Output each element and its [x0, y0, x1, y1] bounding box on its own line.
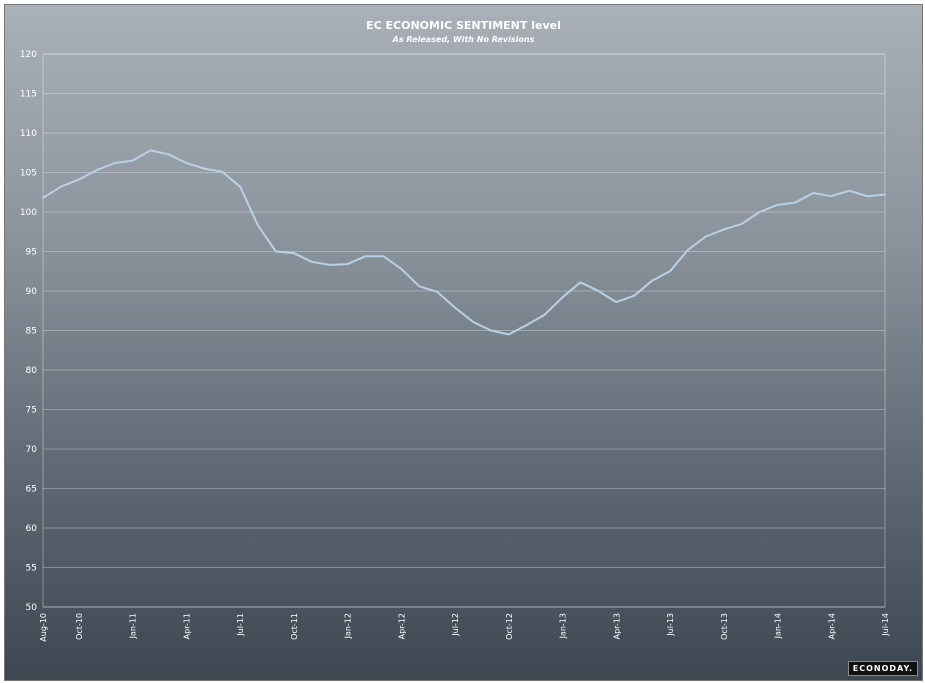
y-tick-label: 100	[20, 208, 37, 218]
x-tick-label: Jan-11	[129, 613, 138, 639]
data-point	[525, 324, 528, 326]
data-point	[60, 185, 62, 188]
x-tick-label: Oct-12	[505, 613, 514, 640]
data-point	[346, 263, 349, 265]
data-point	[776, 204, 779, 206]
data-point	[705, 235, 707, 238]
y-tick-label: 65	[26, 485, 37, 495]
data-point	[400, 268, 403, 270]
data-point	[543, 313, 546, 316]
data-point	[561, 296, 564, 299]
data-point	[185, 162, 188, 164]
x-tick-label: Jan-14	[774, 613, 783, 639]
y-tick-label: 75	[26, 406, 37, 416]
data-point	[239, 185, 241, 188]
x-tick-label: Jul-12	[451, 613, 460, 637]
x-tick-label: Oct-11	[290, 613, 299, 640]
y-tick-label: 70	[26, 445, 38, 455]
x-tick-label: Jul-14	[881, 613, 890, 637]
x-tick-label: Apr-12	[397, 613, 406, 639]
y-tick-label: 105	[20, 169, 37, 179]
y-tick-label: 90	[26, 287, 38, 297]
data-point	[131, 159, 134, 162]
data-point	[436, 290, 438, 293]
data-point	[203, 167, 206, 170]
data-point	[848, 189, 850, 192]
x-tick-label: Jul-13	[666, 613, 675, 637]
data-point	[167, 153, 170, 156]
y-tick-label: 80	[26, 366, 38, 376]
data-point	[293, 252, 295, 254]
data-point	[579, 281, 582, 284]
data-point	[42, 196, 44, 199]
y-tick-label: 110	[20, 129, 37, 139]
data-point	[830, 195, 833, 197]
data-point	[597, 290, 600, 292]
y-tick-label: 55	[26, 564, 37, 574]
data-point	[651, 279, 653, 282]
econoday-logo: ECONODAY.	[847, 661, 918, 676]
data-point	[812, 192, 815, 194]
data-point	[328, 264, 331, 266]
data-point	[454, 306, 456, 309]
data-point	[669, 270, 671, 273]
data-point	[884, 193, 886, 196]
data-point	[275, 250, 277, 253]
data-point	[794, 201, 797, 204]
x-tick-label: Oct-13	[720, 613, 729, 640]
y-tick-label: 120	[20, 50, 37, 60]
y-tick-label: 85	[26, 327, 37, 337]
data-point	[740, 223, 743, 225]
x-tick-label: Apr-14	[827, 613, 836, 639]
data-point	[633, 294, 635, 297]
data-point	[507, 333, 510, 336]
data-point	[866, 195, 868, 197]
chart-title: EC ECONOMIC SENTIMENT level	[366, 19, 561, 32]
line-chart: 50 55 60 65 70 75 80 85 90 95 100 105 110 115 120 Aug-1…	[20, 50, 890, 642]
data-point	[472, 321, 474, 323]
x-tick-label: Apr-11	[182, 613, 191, 639]
chart-subtitle: As Released, With No Revisions	[392, 35, 535, 44]
data-point	[78, 178, 80, 181]
data-point	[382, 255, 385, 258]
data-point	[149, 149, 152, 152]
data-point	[615, 301, 618, 303]
y-tick-label: 95	[26, 248, 37, 258]
data-point	[221, 170, 223, 173]
y-tick-label: 50	[26, 603, 38, 613]
data-point	[758, 211, 761, 213]
data-point	[418, 285, 421, 288]
x-tick-label: Aug-10	[39, 613, 48, 642]
x-tick-label: Jan-13	[559, 613, 568, 639]
data-point	[687, 249, 689, 251]
y-tick-label: 60	[26, 524, 38, 534]
data-point	[722, 228, 725, 231]
plot-area	[42, 53, 886, 608]
data-point	[113, 162, 116, 164]
x-tick-label: Jan-12	[344, 613, 353, 639]
data-point	[490, 329, 492, 332]
data-point	[95, 169, 98, 171]
x-tick-label: Apr-13	[612, 613, 621, 639]
data-point	[310, 260, 313, 263]
chart-frame: EC ECONOMIC SENTIMENT level As Released,…	[4, 4, 923, 681]
x-tick-label: Oct-10	[75, 613, 84, 640]
series-line	[42, 149, 886, 336]
data-point	[257, 224, 259, 227]
x-tick-label: Jul-11	[236, 613, 245, 637]
data-point	[364, 255, 367, 258]
y-tick-label: 115	[20, 90, 37, 100]
